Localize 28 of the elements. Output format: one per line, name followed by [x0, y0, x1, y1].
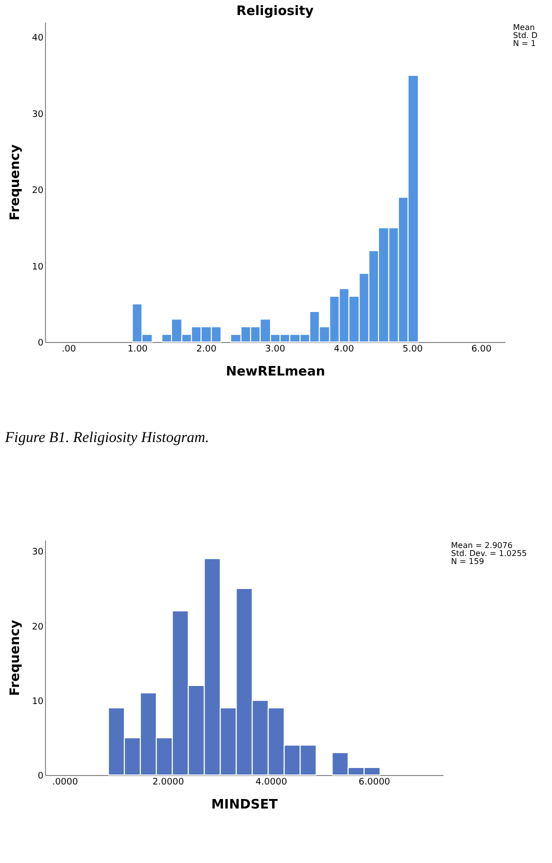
x-tick-label: 2.0000	[152, 778, 184, 788]
x-tick-label: 6.00	[471, 344, 492, 354]
y-tick-label: 10	[32, 696, 44, 707]
y-tick-label: 0	[38, 772, 44, 782]
x-tick-label: 5.00	[402, 344, 423, 354]
caption: Figure B1. Religiosity Histogram.	[4, 430, 210, 446]
x-tick-label: 3.00	[265, 344, 286, 354]
y-tick-label: 30	[32, 110, 44, 120]
y-tick-label: 10	[32, 262, 44, 272]
y-tick-label: 30	[32, 548, 44, 558]
text: Mean = 2.9076 Std. Dev. = 1.0255 N = 159	[451, 541, 527, 566]
text: Mean Std. D N = 1	[513, 23, 538, 48]
y-axis-title: Frequency	[8, 144, 24, 221]
y-tick-label: 20	[32, 622, 44, 632]
y-tick-label: 0	[38, 338, 44, 348]
x-tick-label: 4.00	[334, 344, 354, 354]
y-tick-label: 20	[32, 186, 44, 196]
x-axis-title: NewRELmean	[226, 364, 326, 380]
x-tick-label: 1.00	[128, 344, 148, 354]
x-tick-label: 2.00	[196, 344, 217, 354]
x-axis-title: MINDSET	[211, 798, 278, 812]
x-tick-label: .0000	[52, 778, 78, 788]
chart-title: Religiosity	[236, 4, 314, 19]
x-tick-label: 4.0000	[256, 778, 288, 788]
y-tick-label: 40	[32, 34, 44, 44]
x-tick-label: 6.0000	[358, 778, 390, 788]
y-axis-title: Frequency	[8, 619, 24, 696]
x-tick-label: .00	[62, 344, 76, 354]
